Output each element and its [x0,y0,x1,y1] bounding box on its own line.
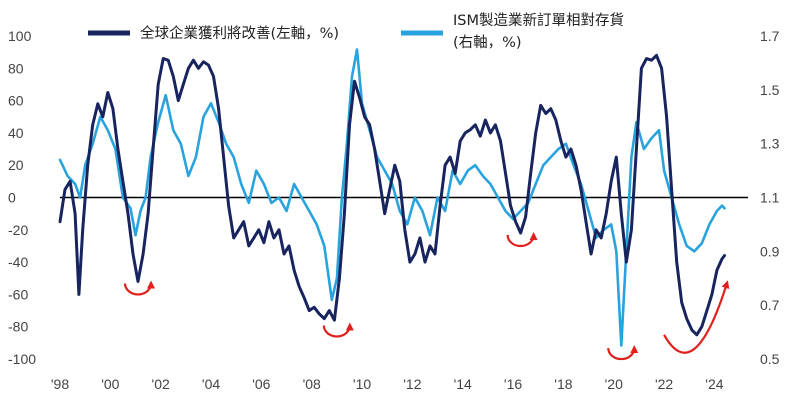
trough-arrow [322,322,354,338]
right-axis-ticks: 1.7 1.5 1.3 1.1 0.9 0.7 0.5 [760,28,780,367]
x-tick-label: '08 [303,376,321,392]
x-tick-label: '14 [454,376,472,392]
x-tick-label: '20 [605,376,623,392]
x-axis-ticks: '98 '00 '02 '04 '06 '08 '10 '12 '14 '16 '18 '20 '22 '… [51,376,724,392]
left-tick-label: 40 [8,125,24,141]
right-tick-label: 0.5 [760,351,780,367]
left-axis-ticks: 100 80 60 40 20 0 -20 -40 -60 -80 -100 [8,28,36,367]
x-tick-label: '06 [252,376,270,392]
trough-arrow [607,345,639,361]
legend-label-right-line2: (右軸，%) [453,34,522,51]
x-tick-label: '18 [554,376,572,392]
left-tick-label: 20 [8,157,24,173]
left-tick-label: 60 [8,93,24,109]
left-tick-label: -80 [8,319,28,335]
left-tick-label: 80 [8,60,24,76]
x-tick-label: '98 [51,376,69,392]
trough-arrow [506,232,538,248]
x-tick-label: '02 [152,376,170,392]
annotation-layer [123,232,730,361]
left-tick-label: 0 [8,190,16,206]
series-layer [58,48,726,347]
x-tick-label: '00 [101,376,119,392]
left-tick-label: -100 [8,351,36,367]
x-tick-label: '24 [705,376,723,392]
x-tick-label: '12 [403,376,421,392]
left-tick-label: -60 [8,286,28,302]
right-tick-label: 1.3 [760,136,780,152]
x-tick-label: '22 [655,376,673,392]
right-tick-label: 1.1 [760,190,780,206]
trough-arrow [123,280,156,296]
left-tick-label: 100 [8,28,32,44]
x-tick-label: '10 [353,376,371,392]
legend: 全球企業獲利將改善(左軸，%) ISM製造業新訂單相對存貨 (右軸，%) [88,12,624,51]
legend-label-left: 全球企業獲利將改善(左軸，%) [140,24,339,42]
x-tick-label: '04 [202,376,220,392]
right-tick-label: 1.7 [760,28,780,44]
right-tick-label: 0.7 [760,297,780,313]
left-tick-label: -20 [8,222,28,238]
series-line-profit [58,53,726,337]
right-tick-label: 1.5 [760,82,780,98]
left-tick-label: -40 [8,254,28,270]
legend-label-right: ISM製造業新訂單相對存貨 [453,12,624,29]
recovery-arrow [663,280,730,354]
series-line-ism [58,48,726,347]
x-tick-label: '16 [504,376,522,392]
right-tick-label: 0.9 [760,243,780,259]
